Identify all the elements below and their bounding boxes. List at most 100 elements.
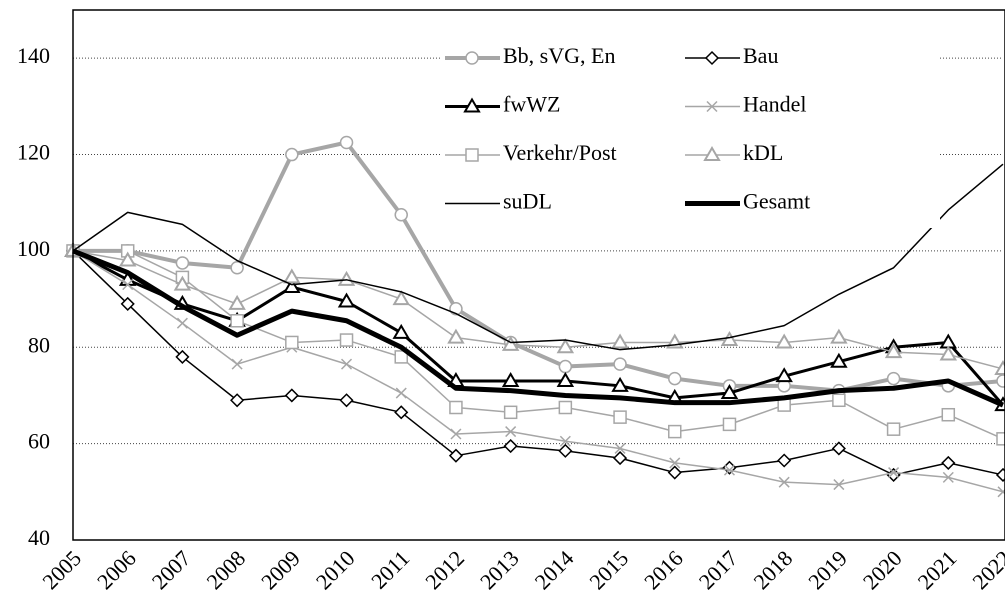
data-point xyxy=(939,345,958,361)
legend-marker xyxy=(465,148,479,162)
data-point xyxy=(830,352,848,368)
data-point xyxy=(228,294,246,310)
data-point xyxy=(669,457,681,469)
x-tick-label: 2019 xyxy=(803,545,852,594)
y-tick-label: 140 xyxy=(17,43,50,68)
data-point xyxy=(285,335,299,350)
series-line xyxy=(72,250,1004,493)
data-point xyxy=(118,251,137,267)
data-point xyxy=(447,328,465,344)
series xyxy=(65,243,1005,483)
data-point xyxy=(339,135,354,150)
data-point xyxy=(777,453,792,468)
y-tick-label: 40 xyxy=(28,525,50,550)
data-point xyxy=(175,256,190,270)
data-point xyxy=(392,290,410,306)
data-point xyxy=(668,424,682,439)
series-line xyxy=(72,249,1005,407)
legend-marker xyxy=(463,97,481,113)
series-line xyxy=(73,250,1004,440)
data-point xyxy=(176,317,188,329)
data-point xyxy=(394,208,408,222)
legend: Bb, sVG, En Bau fwWZ Handel Verkehr/Post kDL s… xyxy=(440,38,940,228)
data-point xyxy=(888,467,900,479)
series-line xyxy=(72,250,1004,370)
data-point xyxy=(613,410,627,424)
x-tick-label: 2015 xyxy=(584,545,633,594)
data-point xyxy=(230,261,244,275)
x-tick-label: 2005 xyxy=(37,545,86,594)
data-point xyxy=(340,358,353,370)
data-point xyxy=(996,432,1005,446)
data-point xyxy=(173,275,192,291)
data-point xyxy=(339,393,354,408)
data-point xyxy=(501,372,520,387)
data-point xyxy=(831,441,846,456)
data-point xyxy=(720,384,739,400)
x-tick-label: 2011 xyxy=(366,545,414,593)
data-point xyxy=(942,471,954,483)
data-point xyxy=(120,296,135,311)
data-point xyxy=(285,147,299,162)
data-point xyxy=(667,465,682,480)
data-point xyxy=(614,442,626,454)
data-point xyxy=(886,467,901,483)
data-point xyxy=(941,407,956,422)
x-tick-label: 2016 xyxy=(639,545,688,594)
data-point xyxy=(613,357,627,371)
data-point xyxy=(449,400,463,415)
data-point xyxy=(448,448,464,463)
data-point xyxy=(283,278,301,294)
x-tick-label: 2012 xyxy=(420,545,469,594)
data-point xyxy=(886,371,901,386)
x-tick-label: 2020 xyxy=(858,545,907,594)
data-point xyxy=(720,331,739,347)
data-point xyxy=(394,350,408,364)
legend-label: Bau xyxy=(743,43,778,68)
x-tick-label: 2010 xyxy=(311,545,360,594)
legend-label: suDL xyxy=(503,189,552,214)
data-point xyxy=(778,476,790,488)
legend-label: fwWZ xyxy=(503,92,560,117)
data-point xyxy=(996,374,1005,388)
x-tick-label: 2013 xyxy=(475,545,524,594)
data-point xyxy=(339,333,354,347)
data-point xyxy=(501,335,520,351)
legend-label: Bb, sVG, En xyxy=(503,43,615,68)
plot-frame xyxy=(72,9,1005,541)
data-point xyxy=(994,359,1005,375)
series xyxy=(64,241,1005,375)
legend-marker xyxy=(465,51,479,65)
x-tick-label: 2018 xyxy=(748,545,797,594)
data-point xyxy=(283,268,301,284)
data-point xyxy=(231,358,243,370)
data-point xyxy=(556,372,575,387)
data-point xyxy=(611,376,629,392)
x-tick-label: 2017 xyxy=(694,545,743,594)
series xyxy=(67,245,1005,498)
data-point xyxy=(884,343,903,359)
data-point xyxy=(230,393,245,408)
data-point xyxy=(668,371,682,386)
data-point xyxy=(886,422,901,436)
data-point xyxy=(558,400,573,415)
x-tick-label: 2006 xyxy=(92,545,141,594)
data-point xyxy=(611,333,629,349)
x-tick-label: 2007 xyxy=(147,545,196,594)
legend-marker xyxy=(703,146,721,161)
data-point xyxy=(505,426,517,438)
y-tick-label: 60 xyxy=(28,429,50,454)
x-tick-label: 2021 xyxy=(913,545,962,594)
data-point xyxy=(503,438,518,454)
legend-label: Verkehr/Post xyxy=(503,140,617,165)
x-tick-label: 2009 xyxy=(256,545,305,594)
legend-label: kDL xyxy=(743,140,783,165)
data-point xyxy=(284,388,299,403)
data-point xyxy=(995,467,1005,483)
data-point xyxy=(503,405,518,420)
y-tick-label: 100 xyxy=(17,236,50,261)
data-point xyxy=(559,435,571,447)
data-point xyxy=(777,398,791,412)
data-point xyxy=(722,460,737,475)
